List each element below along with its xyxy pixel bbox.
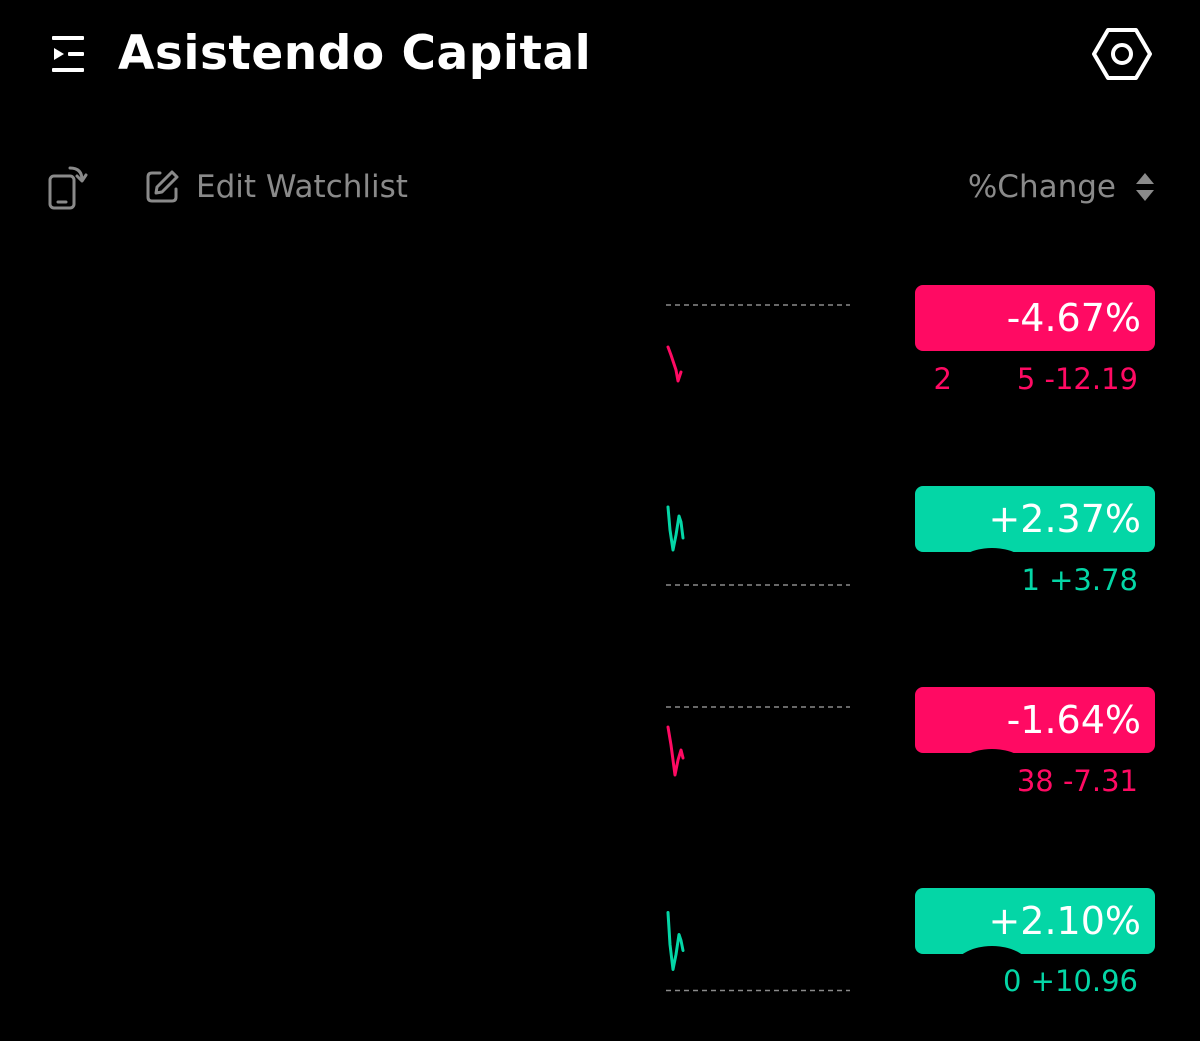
price-change: 5 -12.19 bbox=[1016, 362, 1138, 396]
overlay-blob bbox=[952, 946, 1032, 996]
app-header: Asistendo Capital bbox=[0, 0, 1200, 110]
sort-updown-icon bbox=[1136, 173, 1154, 201]
watchlist-row[interactable]: +2.10% 0 +10.96 bbox=[0, 850, 1200, 1041]
sparkline-chart bbox=[666, 304, 850, 383]
price-fragment: 2 bbox=[933, 362, 952, 396]
watchlist-row[interactable]: -1.64% 38 -7.31 bbox=[0, 650, 1200, 850]
price-change: 1 +3.78 bbox=[1021, 563, 1138, 597]
sparkline-chart bbox=[666, 706, 850, 777]
price-change: 38 -7.31 bbox=[1016, 764, 1138, 798]
change-percent: +2.37% bbox=[988, 497, 1141, 541]
change-badge[interactable]: -1.64% bbox=[915, 687, 1155, 753]
change-percent: -4.67% bbox=[1006, 296, 1141, 340]
watchlist-row[interactable]: -4.67% 2 5 -12.19 bbox=[0, 250, 1200, 450]
sparkline-chart bbox=[666, 505, 850, 586]
settings-hexagon-icon[interactable] bbox=[1090, 24, 1154, 84]
app-title: Asistendo Capital bbox=[118, 26, 592, 81]
menu-collapse-icon[interactable] bbox=[50, 32, 90, 76]
change-badge[interactable]: -4.67% bbox=[915, 285, 1155, 351]
edit-icon bbox=[146, 170, 179, 203]
watchlist-row[interactable]: +2.37% 1 +3.78 bbox=[0, 450, 1200, 650]
change-percent: -1.64% bbox=[1006, 698, 1141, 742]
screen-rotate-icon[interactable] bbox=[44, 162, 90, 212]
change-badge[interactable]: +2.10% bbox=[915, 888, 1155, 954]
change-badge[interactable]: +2.37% bbox=[915, 486, 1155, 552]
sort-label: %Change bbox=[967, 169, 1116, 205]
watchlist-toolbar: Edit Watchlist %Change bbox=[0, 150, 1200, 222]
price-change: 0 +10.96 bbox=[1003, 964, 1138, 998]
edit-watchlist-label: Edit Watchlist bbox=[196, 169, 408, 205]
sort-change-button[interactable]: %Change bbox=[968, 164, 1156, 210]
overlay-blob bbox=[952, 548, 1032, 598]
change-percent: +2.10% bbox=[988, 899, 1141, 943]
sparkline-chart bbox=[666, 911, 850, 992]
edit-watchlist-button[interactable]: Edit Watchlist bbox=[144, 164, 408, 210]
overlay-blob bbox=[952, 749, 1032, 799]
